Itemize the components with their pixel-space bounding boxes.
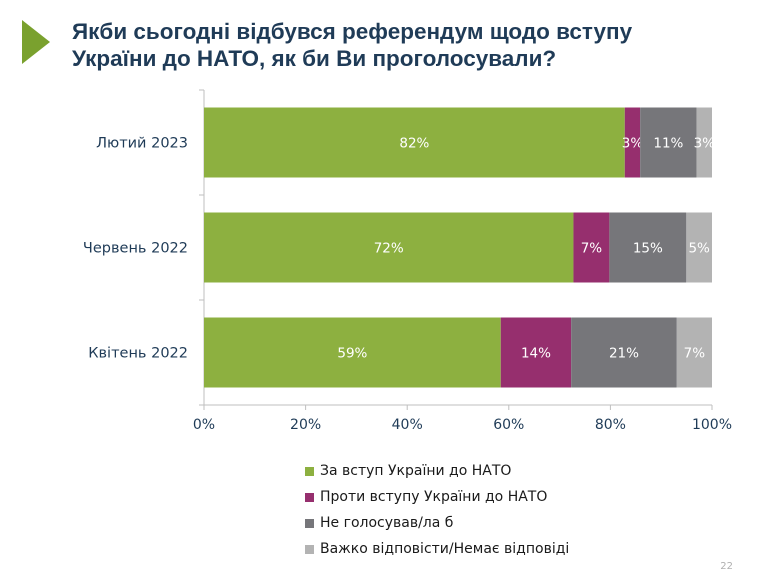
legend-label: Важко відповісти/Немає відповіді xyxy=(320,541,570,557)
title-line-1: Якби сьогодні відбувся референдум щодо в… xyxy=(72,19,633,44)
bar-segment xyxy=(204,212,574,283)
bar-segment xyxy=(686,212,712,283)
category-label: Червень 2022 xyxy=(83,241,188,257)
data-label: 21% xyxy=(609,346,639,362)
bar-segment xyxy=(696,107,712,178)
data-label: 15% xyxy=(633,241,663,257)
x-tick-label: 20% xyxy=(290,417,321,433)
x-tick-label: 40% xyxy=(392,417,423,433)
legend-label: Проти вступу України до НАТО xyxy=(320,489,548,505)
category-label: Лютий 2023 xyxy=(96,136,188,152)
legend-label: За вступ України до НАТО xyxy=(320,463,512,479)
legend-swatch xyxy=(305,544,314,554)
legend-swatch xyxy=(305,466,314,476)
bar-segment xyxy=(204,107,625,178)
data-label: 82% xyxy=(399,136,429,152)
data-label: 59% xyxy=(337,346,367,362)
legend-item: Важко відповісти/Немає відповіді xyxy=(305,536,569,562)
bar-segment xyxy=(500,317,572,388)
chart-legend: За вступ України до НАТО Проти вступу Укр… xyxy=(305,458,569,562)
bar-segment xyxy=(609,212,687,283)
data-label: 5% xyxy=(688,241,710,257)
page-title: Якби сьогодні відбувся референдум щодо в… xyxy=(72,18,752,72)
bar-segment xyxy=(640,107,697,178)
legend-item: За вступ України до НАТО xyxy=(305,458,569,484)
data-label: 7% xyxy=(581,241,603,257)
bar-segment xyxy=(571,317,677,388)
bar-segment xyxy=(624,107,641,178)
triangle-play-icon xyxy=(22,20,50,64)
data-label: 11% xyxy=(653,136,683,152)
category-label: Квітень 2022 xyxy=(88,346,188,362)
data-label: 7% xyxy=(684,346,706,362)
legend-swatch xyxy=(305,518,314,528)
page-number: 22 xyxy=(720,561,733,572)
bar-segment xyxy=(573,212,610,283)
x-tick-label: 0% xyxy=(193,417,215,433)
legend-item: Не голосував/ла б xyxy=(305,510,569,536)
x-tick-label: 100% xyxy=(692,417,732,433)
title-line-2: України до НАТО, як би Ви проголосували? xyxy=(72,46,557,71)
bar-segment xyxy=(676,317,712,388)
data-label: 72% xyxy=(374,241,404,257)
x-tick-label: 80% xyxy=(595,417,626,433)
data-label: 3% xyxy=(622,136,644,152)
bar-segment xyxy=(204,317,501,388)
data-label: 14% xyxy=(521,346,551,362)
stacked-bar-chart: 0% 20% 40% 60% 80% 100% Лютий 2023 82% 3% 11% 3% Че… xyxy=(83,89,732,433)
x-tick-label: 60% xyxy=(493,417,524,433)
legend-label: Не голосував/ла б xyxy=(320,515,454,531)
legend-item: Проти вступу України до НАТО xyxy=(305,484,569,510)
legend-swatch xyxy=(305,492,314,502)
data-label: 3% xyxy=(694,136,716,152)
